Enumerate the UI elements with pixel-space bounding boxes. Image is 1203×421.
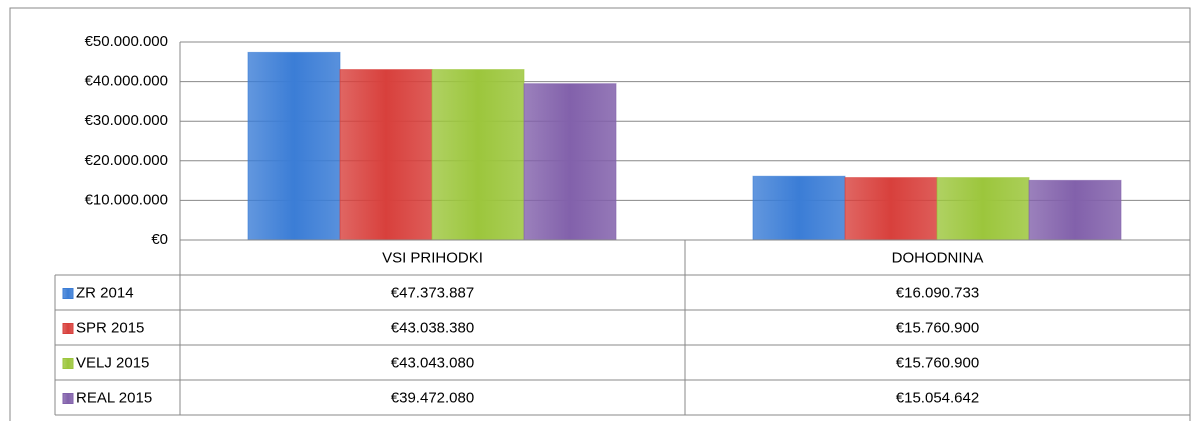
legend-key [62,393,74,404]
bar [1028,179,1122,241]
table-value: €43.043.080 [391,354,474,371]
bar [752,175,846,241]
table-value: €15.760.900 [896,354,979,371]
y-tick-label: €0 [151,231,168,248]
legend-key [62,323,74,334]
table-value: €16.090.733 [896,284,979,301]
table-value: €15.054.642 [896,389,979,406]
legend-label: REAL 2015 [76,389,152,406]
legend-label: SPR 2015 [76,319,144,336]
x-tick-label: VSI PRIHODKI [382,249,483,266]
table-value: €43.038.380 [391,319,474,336]
bar [936,177,1030,241]
y-tick-label: €40.000.000 [85,73,168,90]
table-value: €15.760.900 [896,319,979,336]
x-tick-label: DOHODNINA [892,249,984,266]
bar [247,51,341,241]
bar [431,69,525,241]
table-value: €47.373.887 [391,284,474,301]
bar [523,83,617,241]
legend-key [62,358,74,369]
chart-frame [9,7,1191,421]
bar [339,69,433,241]
y-tick-label: €30.000.000 [85,112,168,129]
bar [844,177,938,241]
legend-key [62,288,74,299]
y-tick-label: €10.000.000 [85,191,168,208]
y-tick-label: €50.000.000 [85,33,168,50]
legend-label: VELJ 2015 [76,354,149,371]
table-value: €39.472.080 [391,389,474,406]
y-tick-label: €20.000.000 [85,152,168,169]
legend-label: ZR 2014 [76,284,134,301]
